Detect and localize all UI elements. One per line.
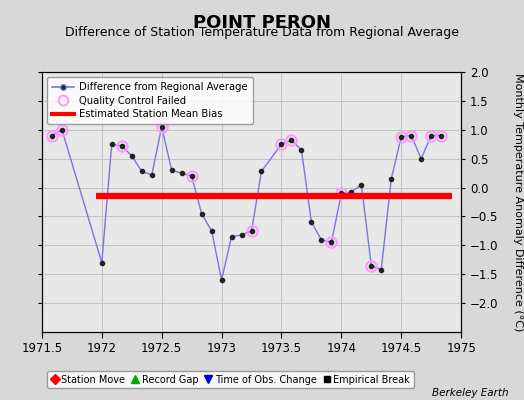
Text: Berkeley Earth: Berkeley Earth xyxy=(432,388,508,398)
Legend: Station Move, Record Gap, Time of Obs. Change, Empirical Break: Station Move, Record Gap, Time of Obs. C… xyxy=(47,371,414,388)
Text: Difference of Station Temperature Data from Regional Average: Difference of Station Temperature Data f… xyxy=(65,26,459,39)
Text: POINT PERON: POINT PERON xyxy=(193,14,331,32)
Y-axis label: Monthly Temperature Anomaly Difference (°C): Monthly Temperature Anomaly Difference (… xyxy=(512,73,522,331)
